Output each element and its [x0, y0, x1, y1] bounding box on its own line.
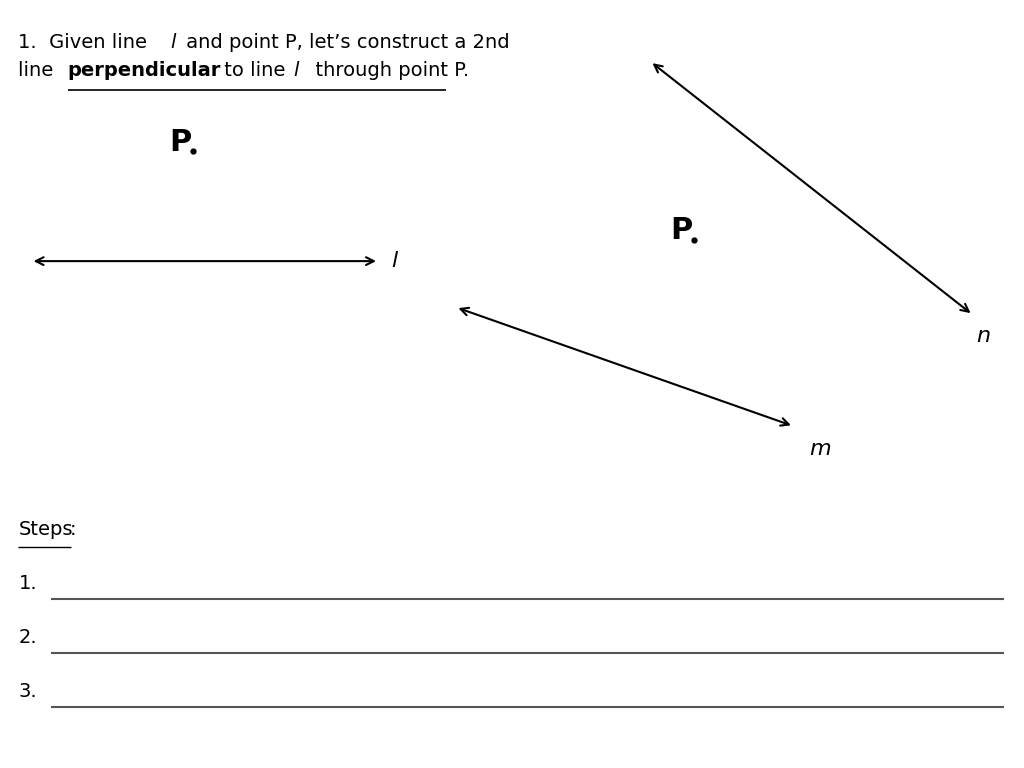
Text: perpendicular: perpendicular [68, 61, 221, 80]
Text: line: line [18, 61, 60, 80]
Text: :: : [70, 521, 76, 539]
Text: to line: to line [218, 61, 292, 80]
Text: through point P.: through point P. [303, 61, 469, 80]
Text: 1.: 1. [18, 574, 37, 593]
Text: l: l [170, 33, 175, 51]
Text: and point P, let’s construct a 2nd: and point P, let’s construct a 2nd [180, 33, 510, 51]
Text: m: m [809, 439, 830, 459]
Text: 1.  Given line: 1. Given line [18, 33, 154, 51]
Text: l: l [293, 61, 298, 80]
Text: l: l [391, 251, 397, 271]
Text: n: n [976, 326, 990, 346]
Text: 2.: 2. [18, 628, 37, 647]
Text: P: P [671, 216, 693, 245]
Text: P: P [169, 127, 191, 157]
Text: 3.: 3. [18, 682, 37, 700]
Text: Steps: Steps [18, 521, 73, 539]
